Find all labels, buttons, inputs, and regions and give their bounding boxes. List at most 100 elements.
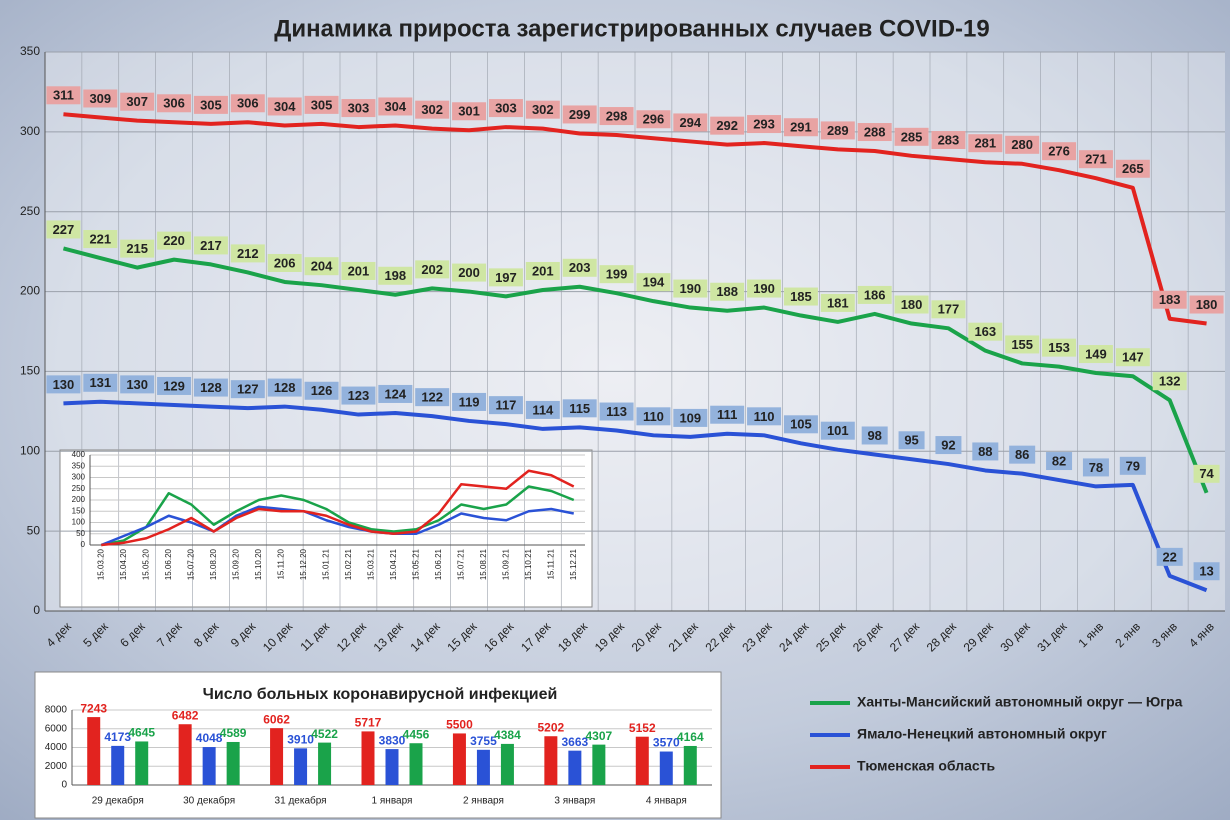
data-label-box [341,386,376,405]
data-label: 288 [864,124,886,139]
data-label-box [673,408,708,427]
data-label: 201 [348,263,370,278]
bar-value-label: 4173 [104,730,131,744]
data-label-box [488,268,523,287]
x-tick-label: 15.12.20 [299,548,308,580]
x-tick-label: 15.02.21 [344,548,353,580]
bar-value-label: 4522 [311,727,338,741]
y-tick-label: 200 [20,284,40,298]
data-label-box [1152,372,1187,391]
y-tick-label: 4000 [45,742,68,753]
data-label-box [452,392,487,411]
bar-value-label: 4645 [128,726,155,740]
data-label: 311 [53,88,74,103]
bar [635,736,649,785]
x-tick-label: 29 декабря [92,795,144,807]
data-label: 155 [1011,337,1033,352]
data-label-box [861,426,888,445]
x-tick-label: 15.08.21 [479,548,488,580]
data-label: 202 [421,262,443,277]
data-label: 265 [1122,161,1144,176]
data-label: 221 [89,231,111,246]
data-label-box [673,113,708,132]
data-label: 127 [237,382,259,397]
y-tick-label: 0 [61,780,67,791]
data-label-box [341,99,376,118]
data-label: 186 [864,287,886,302]
data-label: 197 [495,270,517,285]
data-label-box [562,399,597,418]
data-label-box [783,118,818,137]
data-label: 114 [532,402,554,417]
bar-value-label: 4456 [403,727,430,741]
data-label: 95 [904,433,918,448]
legend-label: Ханты-Мансийский автономный округ — Югра [857,694,1183,710]
data-label: 181 [827,295,849,310]
y-tick-label: 350 [20,44,40,58]
data-label-box [636,110,671,129]
x-tick-label: 4 января [646,796,687,807]
data-label: 220 [163,233,185,248]
data-label: 303 [495,101,517,116]
bar [409,743,423,785]
data-label-box [230,380,265,399]
series-line [101,469,575,547]
data-label: 294 [679,115,701,130]
data-label: 105 [790,417,812,432]
data-label-box [1042,338,1077,357]
x-tick-label: 15.08.20 [209,548,218,580]
data-label: 163 [974,324,996,339]
x-tick-label: 15.06.21 [434,548,443,580]
data-label: 283 [938,132,960,147]
data-label: 281 [974,136,996,151]
data-label-box [157,376,192,395]
data-label: 117 [495,398,516,413]
data-label: 194 [643,275,665,290]
y-tick-label: 100 [72,518,86,527]
x-tick-label: 2 января [463,796,504,807]
y-tick-label: 2000 [45,761,68,772]
data-label-box [1189,295,1224,314]
bar [318,742,332,785]
x-tick-label: 15.07.20 [186,548,195,580]
y-tick-label: 350 [72,461,86,470]
bar [659,751,673,785]
y-tick-label: 300 [20,124,40,138]
data-label-box [931,300,966,319]
x-tick-label: 15.04.21 [389,548,398,580]
bar-value-label: 3570 [653,736,680,750]
x-tick-label: 3 января [554,796,595,807]
x-tick-label: 15.12.21 [569,548,578,580]
data-label: 299 [569,107,591,122]
x-tick-label: 15.05.21 [411,548,420,580]
data-label-box [83,230,118,249]
x-tick-label: 15.01.21 [321,548,330,580]
data-label-box [304,257,339,276]
data-label-box [562,105,597,124]
data-label: 190 [679,281,701,296]
y-tick-label: 6000 [45,723,68,734]
data-label-box [857,285,892,304]
x-tick-label: 15.11.20 [276,548,285,579]
data-label-box [968,322,1003,341]
x-tick-label: 31 декабря [275,795,327,807]
data-label-box [341,261,376,280]
data-label-box [599,402,634,421]
data-label: 177 [938,302,960,317]
bar-value-label: 5152 [629,721,656,735]
data-label-box [747,115,782,134]
data-label: 101 [827,423,849,438]
data-label: 291 [790,120,812,135]
data-label-box [193,236,228,255]
data-label: 298 [606,108,628,123]
chart-title: Динамика прироста зарегистрированных слу… [274,15,989,42]
data-label: 149 [1085,346,1107,361]
x-tick-label: 30 декабря [183,795,235,807]
data-label-box [415,388,450,407]
data-label-box [710,116,745,135]
data-label: 201 [532,263,554,278]
bar [592,744,606,785]
y-tick-label: 100 [20,443,40,457]
data-label-box [488,99,523,118]
